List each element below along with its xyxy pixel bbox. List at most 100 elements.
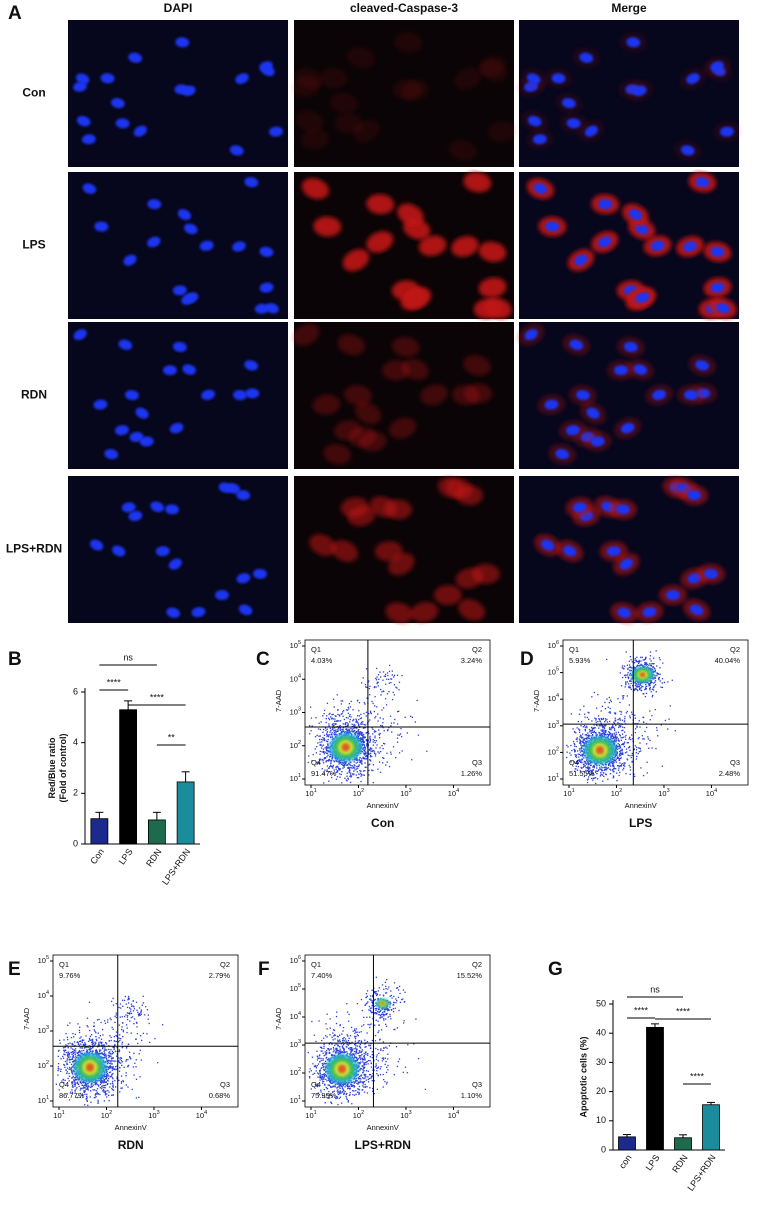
event-dot [579,749,581,751]
event-dot [99,1078,101,1081]
event-dot [637,689,639,692]
event-dot [385,704,388,706]
event-dot [348,715,351,717]
event-dot [605,734,607,736]
event-dot [570,761,572,763]
event-dot [74,1033,76,1036]
event-dot [615,746,618,749]
event-dot [610,727,612,729]
nucleus [572,502,587,513]
event-dot [590,770,593,773]
nucleus [526,73,541,85]
event-dot [625,681,627,683]
event-dot [103,1100,106,1102]
event-dot [339,715,341,717]
event-dot [334,715,336,717]
nucleus [73,81,87,92]
event-dot [108,1059,110,1061]
event-dot [358,764,360,766]
event-dot [369,737,371,739]
event-dot [599,732,601,734]
event-dot [360,734,363,736]
event-dot [342,727,345,729]
event-dot [105,1049,108,1051]
cytoplasm [388,552,415,576]
nucleus [172,285,187,296]
event-dot [358,734,361,736]
event-dot [638,688,641,691]
event-dot [579,761,582,764]
event-dot [382,757,384,759]
event-dot [71,1066,73,1068]
event-dot [642,774,645,777]
cytoplasm [296,110,324,132]
event-dot [321,747,323,749]
event-dot [644,658,646,660]
event-dot [641,735,644,737]
x-tick-label: RDN [670,1153,689,1175]
event-dot [582,736,584,739]
event-dot [622,667,625,670]
event-dot [584,765,586,767]
event-dot [98,1037,100,1039]
event-dot [73,1049,76,1052]
event-dot [582,740,584,742]
event-dot [70,1047,72,1049]
event-dot [643,693,645,695]
event-dot [611,726,613,729]
event-dot [128,1056,131,1058]
event-dot [84,1081,86,1084]
event-dot [81,1039,84,1042]
event-dot [326,760,328,762]
event-dot [111,1094,113,1096]
event-dot [329,727,332,730]
event-dot [602,718,604,720]
event-dot [637,683,640,685]
tick-base: 10 [353,789,361,798]
event-dot [332,756,334,758]
event-dot [63,1053,65,1055]
event-dot [365,668,368,670]
event-dot [622,726,624,728]
event-dot [361,762,363,764]
event-dot [63,1064,66,1066]
event-dot [102,1090,104,1092]
event-dot [614,735,617,737]
event-dot [608,727,611,729]
event-dot [327,746,330,748]
event-dot [68,1080,70,1082]
event-dot [374,752,376,755]
event-dot [410,715,412,717]
event-dot [348,721,351,723]
event-dot [86,1100,88,1102]
event-dot [628,660,630,662]
event-dot [375,740,378,742]
event-dot [622,729,624,731]
micrograph [294,476,514,624]
event-dot [592,777,595,779]
event-dot [663,681,666,684]
event-dot [91,1039,93,1041]
event-dot [651,681,653,684]
event-dot [90,1101,92,1104]
event-dot [574,754,576,756]
event-dot [319,728,322,731]
event-dot [618,759,621,761]
event-dot [582,741,584,743]
event-dot [316,745,318,748]
event-dot [605,731,607,734]
nucleus [527,115,542,127]
event-dot [618,767,620,769]
bar [147,819,166,845]
event-dot [101,1041,103,1044]
event-dot [636,656,638,658]
event-dot [119,1034,121,1036]
event-dot [588,772,590,774]
event-dot [319,738,321,741]
event-dot [595,732,597,734]
event-dot [58,1049,60,1052]
event-dot [625,748,628,750]
event-dot [587,737,590,739]
event-dot [65,1046,67,1048]
event-dot [355,735,358,737]
